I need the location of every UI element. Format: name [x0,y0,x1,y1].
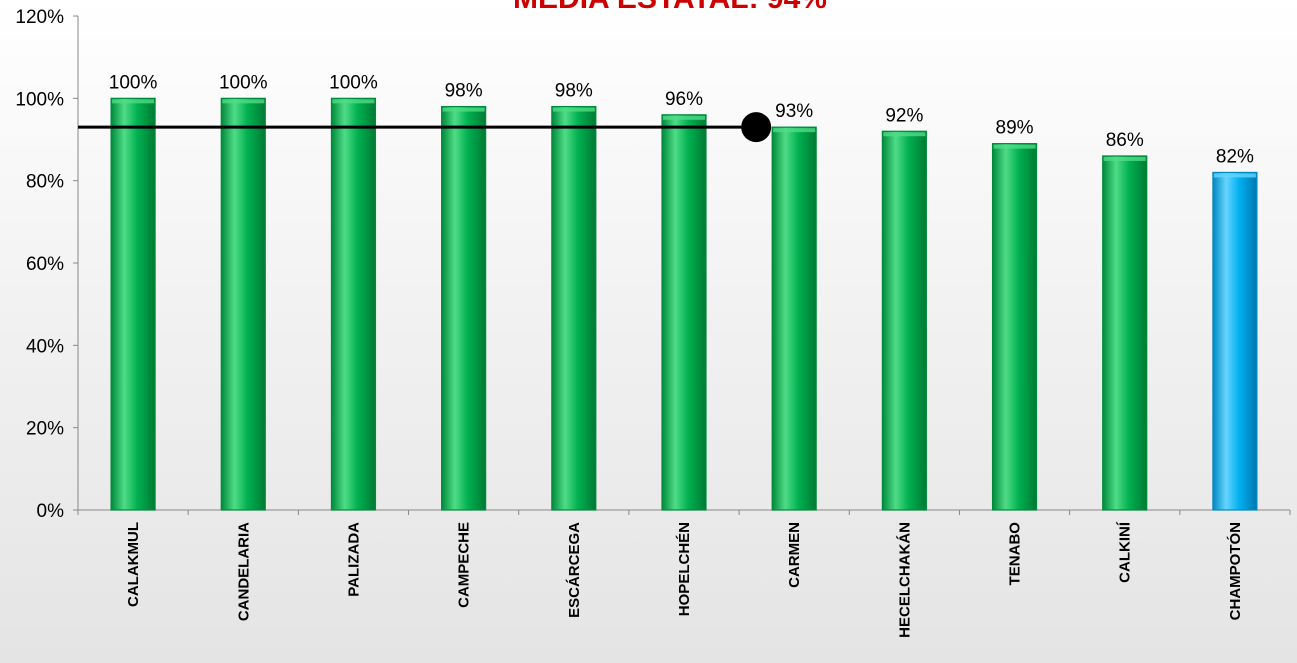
data-label: 100% [329,72,378,93]
bar-top-highlight [1103,156,1146,161]
y-tick-label: 100% [15,89,64,110]
bar-campeche [441,105,487,511]
y-tick-label: 80% [26,172,64,193]
category-label: CANDELARIA [235,522,252,621]
category-label: HOPELCHÉN [676,522,693,616]
bar-candelaria [220,97,266,511]
reference-line-marker [741,112,772,143]
y-tick-label: 0% [37,501,65,522]
data-label: 96% [665,89,703,110]
bar-top-highlight [112,99,155,104]
data-label: 92% [885,105,923,126]
chart-title: MEDIA ESTATAL: 94% [513,0,827,15]
bar-escárcega [551,105,597,511]
bar-top-highlight [222,99,265,104]
data-label: 86% [1106,130,1144,151]
data-label: 93% [775,101,813,122]
category-label: CARMEN [786,522,803,588]
category-label: CAMPECHE [456,522,473,608]
bar-calakmul [110,97,156,511]
category-label: CALKINÍ [1117,521,1134,583]
bar-hopelchén [661,114,707,511]
data-label: 82% [1216,146,1254,167]
y-tick-label: 20% [26,419,64,440]
category-label: PALIZADA [345,522,362,597]
bar-top-highlight [552,107,595,112]
category-label: ESCÁRCEGA [566,522,583,618]
data-label: 89% [996,118,1034,139]
bar-top-highlight [773,128,816,133]
bar-hecelchakán [881,130,927,511]
bar-top-highlight [663,115,705,120]
bar-palizada [330,97,377,511]
bar-top-highlight [332,99,375,104]
bar-carmen [771,126,817,511]
data-label: 98% [445,81,483,102]
bar-top-highlight [442,107,485,112]
bar-top-highlight [883,132,926,137]
bar-tenabo [991,143,1038,511]
bar-top-highlight [1213,173,1256,178]
y-tick-label: 120% [15,7,64,28]
data-label: 98% [555,81,593,102]
bar-calkiní [1102,155,1148,511]
bar-champotón [1212,171,1258,511]
bar-top-highlight [993,144,1036,149]
data-label: 100% [109,72,158,93]
y-tick-label: 60% [26,254,64,275]
category-label: HECELCHAKÁN [896,522,913,638]
category-label: CHAMPOTÓN [1226,522,1244,620]
category-label: TENABO [1007,522,1024,586]
y-tick-label: 40% [26,336,64,357]
data-label: 100% [219,72,268,93]
category-label: CALAKMUL [125,522,142,607]
